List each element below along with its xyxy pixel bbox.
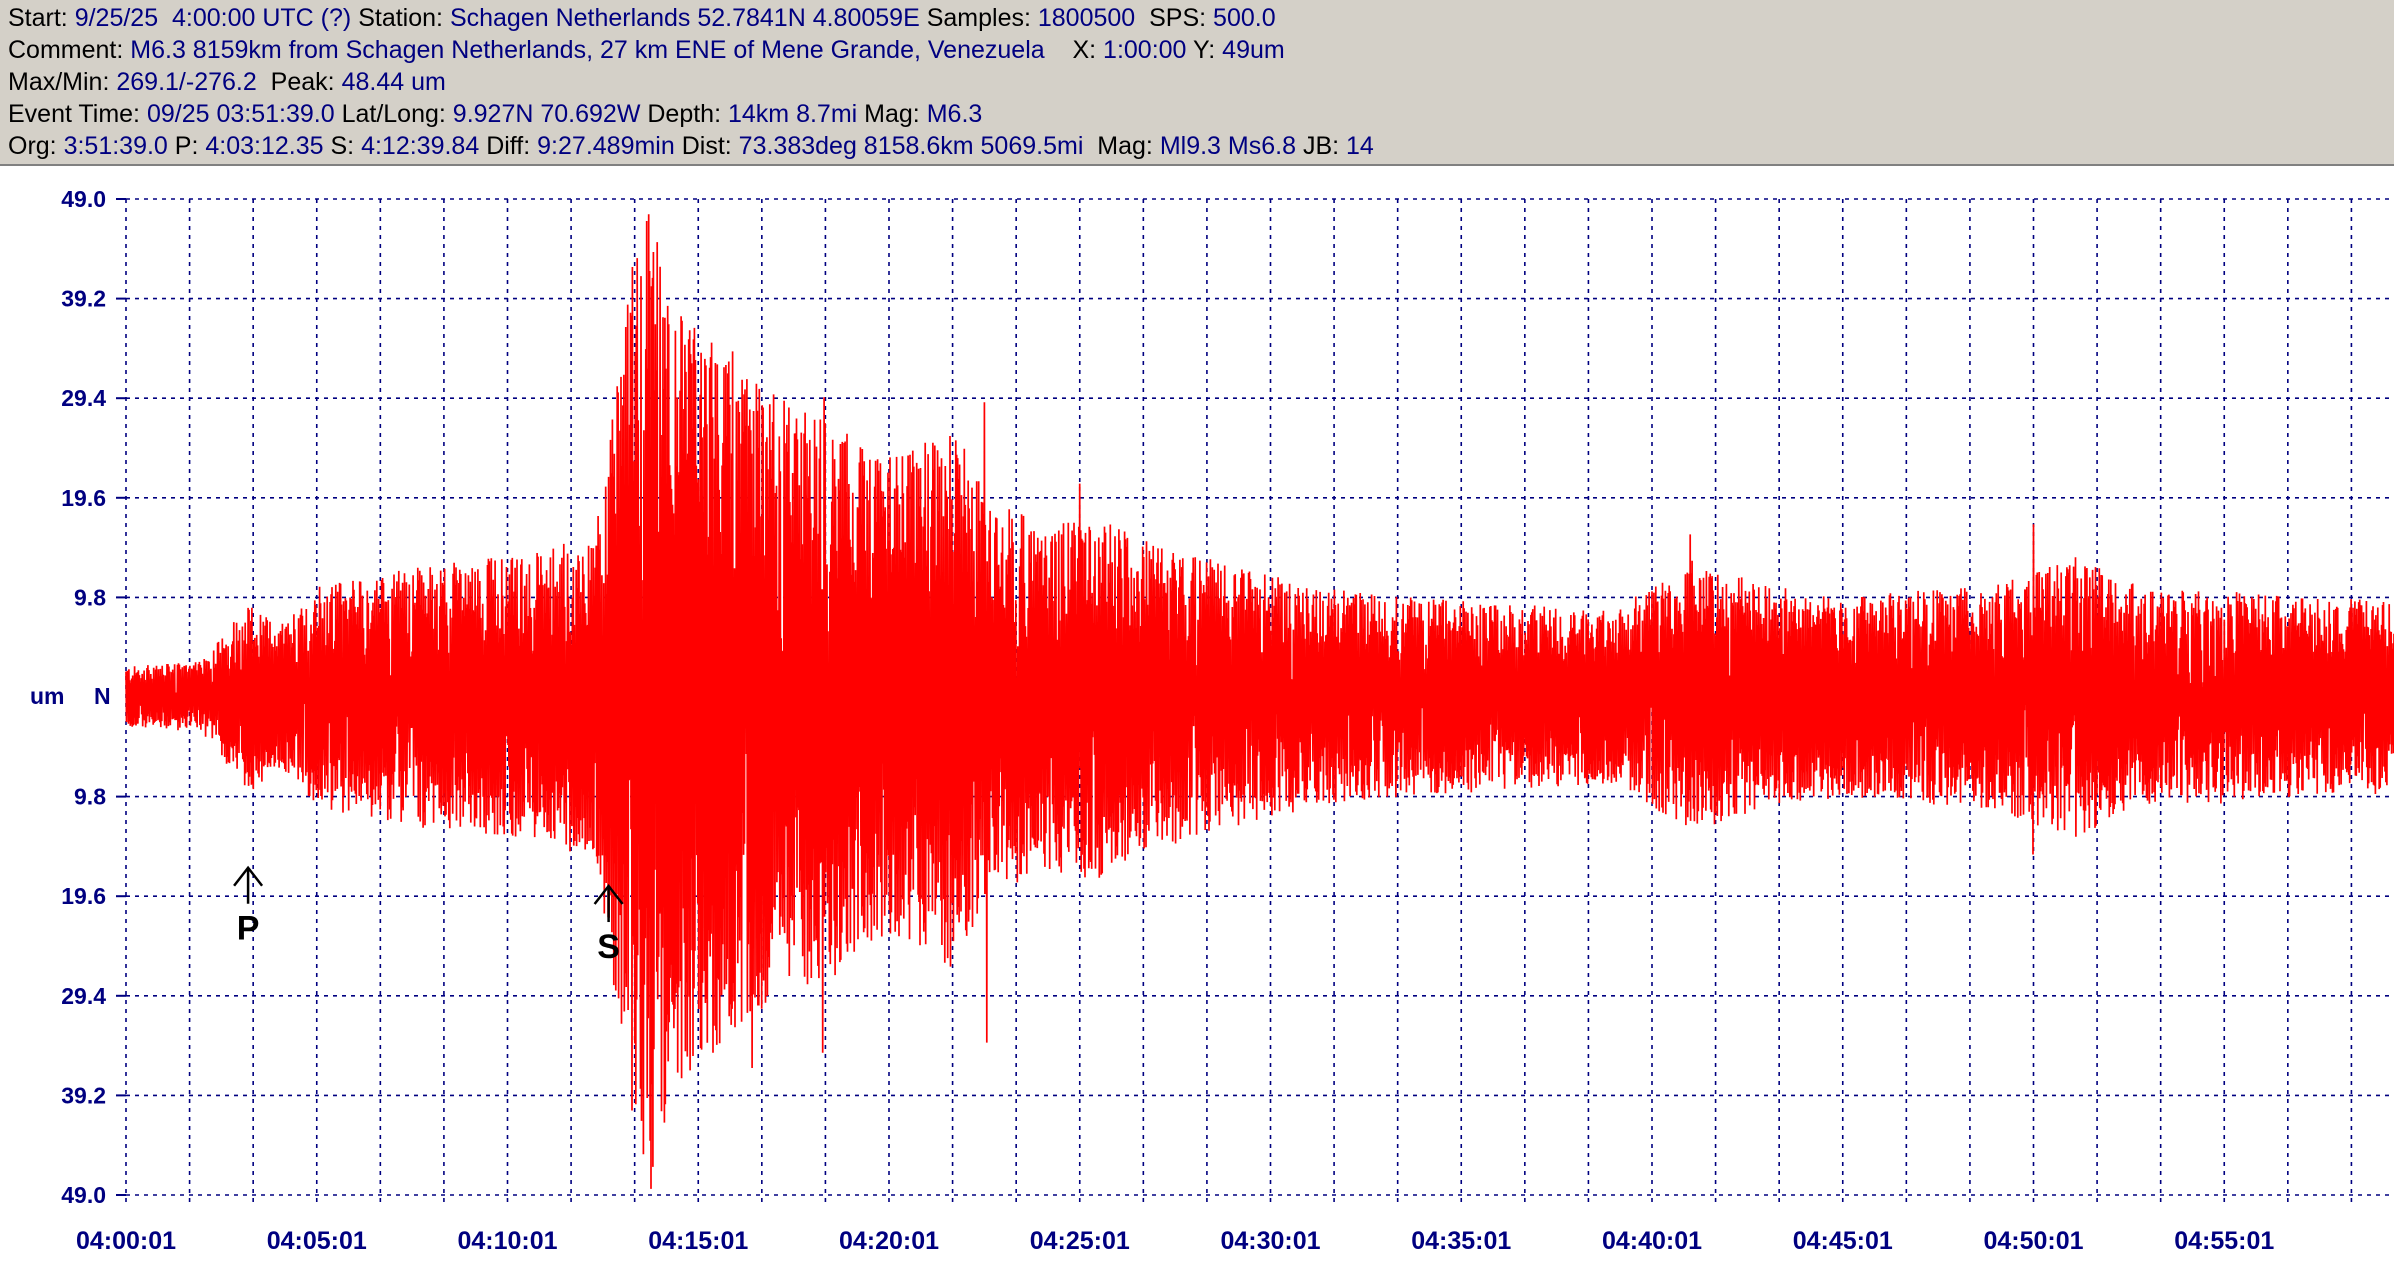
magnitudes-value: Ml9.3 Ms6.8	[1159, 132, 1296, 160]
mag-value: M6.3	[926, 100, 983, 128]
start-label: Start:	[8, 4, 68, 32]
x-tick-label: 04:15:01	[648, 1227, 748, 1255]
y-tick-label: 9.8	[74, 784, 106, 810]
y-tick-label: 49.0	[61, 1182, 106, 1208]
marker-arrow-head	[233, 865, 264, 887]
header-line-comment: Comment: M6.3 8159km from Schagen Nether…	[8, 34, 1285, 66]
jb-label: JB:	[1302, 132, 1340, 160]
x-tick-label: 04:35:01	[1411, 1227, 1511, 1255]
header-line-maxmin: Max/Min: 269.1/-276.2 Peak: 48.44 um	[8, 66, 446, 98]
distance-label: Dist:	[681, 132, 732, 160]
y-tick-label: 9.8	[74, 584, 106, 610]
seismogram-plot: 49.0 39.2 29.4 19.6 9.8 9.8 19.6 29.4 39.2 49.0 0…	[30, 186, 2394, 1255]
y-tick-label: 19.6	[61, 485, 106, 511]
y-tick-label: 29.4	[61, 983, 106, 1009]
jb-value: 14	[1346, 132, 1374, 160]
distance-value: 73.383deg 8158.6km 5069.5mi	[738, 132, 1084, 160]
x-scale-value: 1:00:00	[1103, 36, 1187, 64]
depth-label: Depth:	[647, 100, 722, 128]
channel-label: N	[94, 683, 111, 709]
x-tick-label: 04:55:01	[2174, 1227, 2274, 1255]
mag-label: Mag:	[864, 100, 920, 128]
seismic-trace	[125, 214, 2394, 1189]
marker-label: S	[597, 928, 620, 966]
y-tick-label: 19.6	[61, 883, 106, 909]
marker-arrow-head	[593, 884, 624, 905]
y-scale-value: 49um	[1222, 36, 1285, 64]
x-tick-label: 04:20:01	[839, 1227, 939, 1255]
maxmin-label: Max/Min:	[8, 68, 110, 96]
x-tick-label: 04:05:01	[267, 1227, 367, 1255]
event-time-value: 09/25 03:51:39.0	[146, 100, 335, 128]
station-label: Station:	[358, 4, 443, 32]
header-line-start: Start: 9/25/25 4:00:00 UTC (?) Station: …	[8, 2, 1276, 34]
x-axis-ticks: 04:00:01 04:05:01 04:10:01 04:15:01 04:20:01…	[76, 1227, 2274, 1255]
marker-label: P	[237, 910, 260, 948]
x-tick-label: 04:40:01	[1602, 1227, 1702, 1255]
diff-label: Diff:	[486, 132, 531, 160]
samples-label: Samples:	[926, 4, 1031, 32]
y-scale-label: Y:	[1192, 36, 1216, 64]
origin-value: 3:51:39.0	[63, 132, 168, 160]
marker-s: S	[593, 884, 624, 966]
start-value: 9/25/25 4:00:00 UTC (?)	[74, 4, 352, 32]
y-tick-label: 29.4	[61, 385, 106, 411]
peak-label: Peak:	[270, 68, 335, 96]
event-time-label: Event Time:	[8, 100, 140, 128]
y-tick-label: 39.2	[61, 286, 106, 312]
origin-label: Org:	[8, 132, 57, 160]
y-axis-ticks: 49.0 39.2 29.4 19.6 9.8 9.8 19.6 29.4 39.2 49.0	[61, 186, 126, 1208]
header-line-event: Event Time: 09/25 03:51:39.0 Lat/Long: 9…	[8, 98, 982, 130]
sps-value: 500.0	[1213, 4, 1276, 32]
p-arrival-value: 4:03:12.35	[205, 132, 324, 160]
x-tick-label: 04:30:01	[1220, 1227, 1320, 1255]
p-arrival-label: P:	[174, 132, 199, 160]
marker-p: P	[233, 865, 264, 948]
y-tick-label: 39.2	[61, 1082, 106, 1108]
x-tick-label: 04:25:01	[1030, 1227, 1130, 1255]
y-tick-label: 49.0	[61, 186, 106, 212]
latlong-label: Lat/Long:	[341, 100, 446, 128]
diff-value: 9:27.489min	[537, 132, 675, 160]
maxmin-value: 269.1/-276.2	[116, 68, 257, 96]
x-tick-label: 04:10:01	[457, 1227, 557, 1255]
s-arrival-label: S:	[330, 132, 355, 160]
x-tick-label: 04:00:01	[76, 1227, 176, 1255]
comment-label: Comment:	[8, 36, 124, 64]
latlong-value: 9.927N 70.692W	[452, 100, 641, 128]
info-header: Start: 9/25/25 4:00:00 UTC (?) Station: …	[0, 0, 2394, 166]
s-arrival-value: 4:12:39.84	[361, 132, 480, 160]
x-scale-label: X:	[1072, 36, 1097, 64]
x-tick-label: 04:45:01	[1793, 1227, 1893, 1255]
station-value: Schagen Netherlands 52.7841N 4.80059E	[449, 4, 920, 32]
depth-value: 14km 8.7mi	[728, 100, 858, 128]
samples-value: 1800500	[1037, 4, 1136, 32]
header-line-origin: Org: 3:51:39.0 P: 4:03:12.35 S: 4:12:39.…	[8, 130, 1374, 162]
sps-label: SPS:	[1149, 4, 1207, 32]
comment-value: M6.3 8159km from Schagen Netherlands, 27…	[130, 36, 1045, 64]
magnitudes-label: Mag:	[1097, 132, 1153, 160]
peak-value: 48.44 um	[341, 68, 446, 96]
waveform-path	[125, 214, 2394, 1189]
y-unit-label: um	[30, 683, 65, 709]
x-tick-label: 04:50:01	[1983, 1227, 2083, 1255]
